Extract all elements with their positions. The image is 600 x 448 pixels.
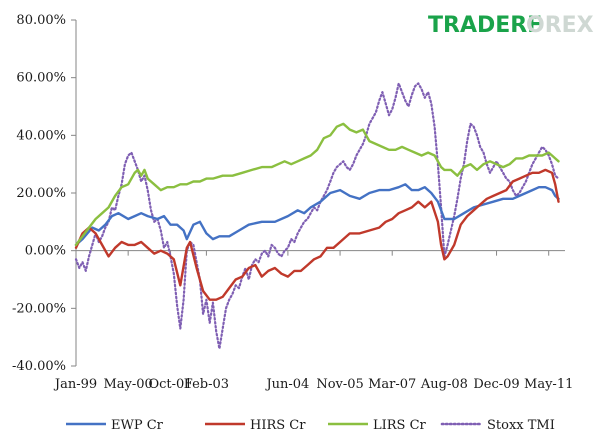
y-tick-label: -40.00% [12,359,66,374]
legend-label-ewp-cr: EWP Cr [111,418,164,433]
legend-label-hirs-cr: HIRS Cr [250,418,306,433]
y-axis: -40.00% -20.00% 0.00% 20.00% 40.00% 60.00% 80.… [12,13,77,374]
x-tick-label: Mar-07 [368,377,416,392]
x-tick-label: Dec-09 [473,377,519,392]
x-tick-label: Nov-05 [316,377,363,392]
legend-label-lirs-cr: LIRS Cr [373,418,427,433]
x-tick-label: Jan-99 [53,377,97,392]
y-tick-label: 20.00% [16,186,66,201]
series-line-ewp-cr [74,183,560,247]
x-tick-label: Jun-04 [264,377,309,392]
series-line-stoxx-tmi [74,82,560,350]
x-tick-label: May-00 [103,377,152,392]
y-tick-label: 60.00% [16,71,66,86]
series-line-lirs-cr [74,122,560,247]
traderforex-logo: TRADERF OREX [428,13,594,38]
y-tick-label: 80.00% [16,13,66,28]
plot-area [74,82,560,350]
legend: EWP Cr HIRS Cr LIRS Cr Stoxx TMI [66,418,555,433]
logo-text-secondary: OREX [526,13,594,38]
legend-label-stoxx-tmi: Stoxx TMI [487,418,555,433]
x-tick-label: Aug-08 [420,377,468,392]
y-tick-label: 0.00% [25,244,66,259]
x-tick-label: May-11 [524,377,573,392]
y-tick-label: -20.00% [12,301,66,316]
x-tick-label: Feb-03 [184,377,229,392]
series-line-hirs-cr [74,168,560,301]
logo-text-primary: TRADERF [428,13,542,38]
x-tick-label: Oct-01 [148,377,192,392]
y-tick-label: 40.00% [16,128,66,143]
